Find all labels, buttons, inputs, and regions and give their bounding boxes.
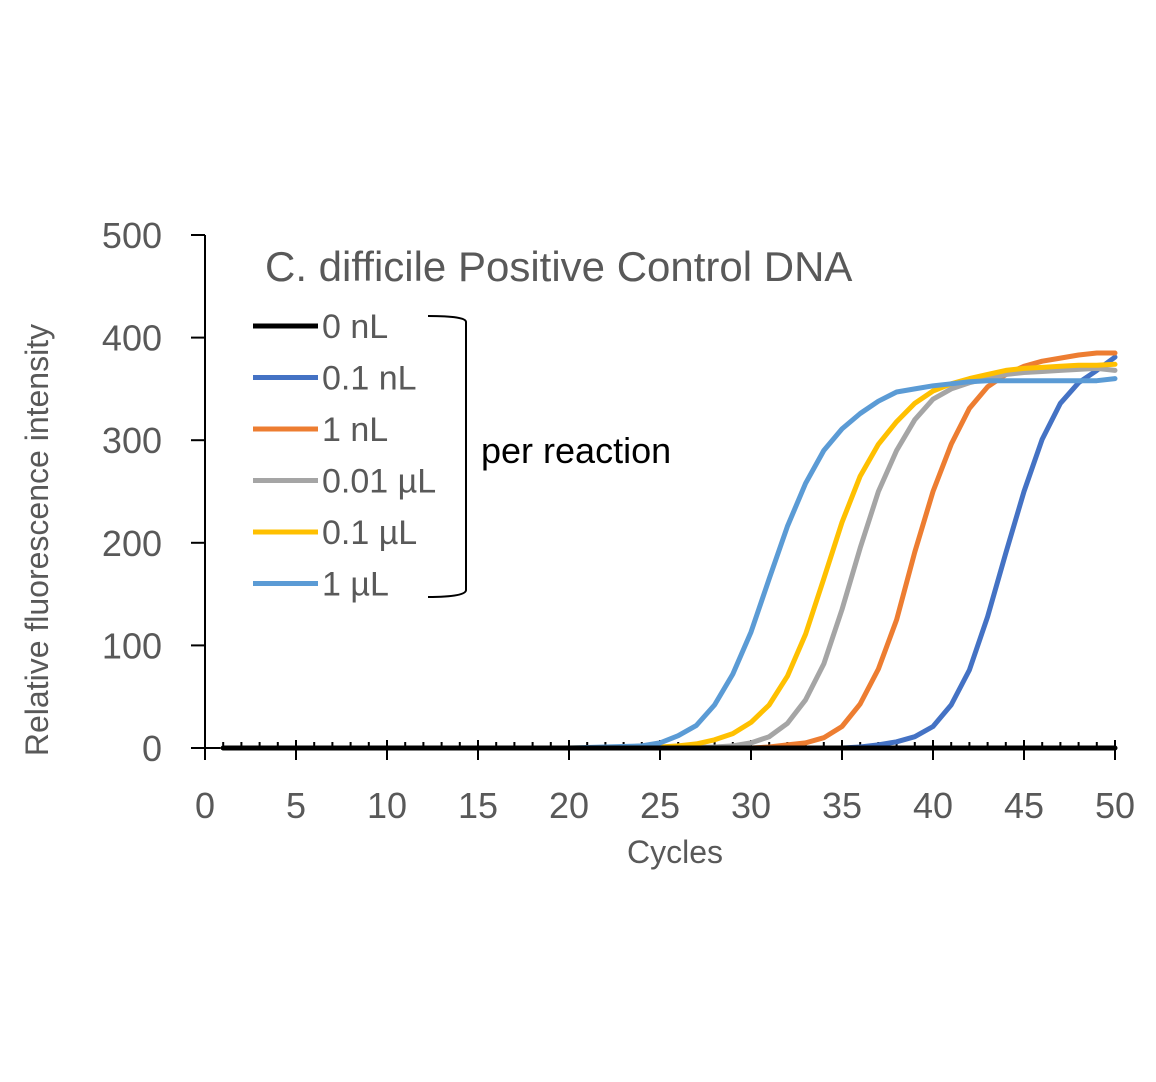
x-tick-label-30: 30 (731, 785, 771, 826)
x-axis-title: Cycles (627, 834, 723, 870)
x-tick-label-20: 20 (549, 785, 589, 826)
y-tick-label-400: 400 (102, 318, 162, 359)
series-layer (220, 350, 1118, 751)
y-tick-label-100: 100 (102, 625, 162, 666)
x-tick-label-5: 5 (286, 785, 306, 826)
x-tick-label-0: 0 (195, 785, 215, 826)
x-tick-label-15: 15 (458, 785, 498, 826)
y-tick-label-200: 200 (102, 523, 162, 564)
y-tick-label-500: 500 (102, 215, 162, 256)
x-tick-label-45: 45 (1004, 785, 1044, 826)
y-tick-label-0: 0 (142, 728, 162, 769)
legend-label-1: 0.1 nL (322, 360, 417, 398)
legend-label-0: 0 nL (322, 308, 388, 346)
legend-label-4: 0.1 µL (322, 514, 417, 552)
per-reaction-annotation: per reaction (481, 430, 671, 471)
x-tick-label-25: 25 (640, 785, 680, 826)
legend-label-5: 1 µL (322, 566, 389, 604)
axes-layer: 0 100 200 300 400 500 0 5 10 15 20 25 30 35 40 45 50 (102, 215, 1135, 826)
chart-title: C. difficile Positive Control DNA (265, 243, 852, 290)
legend: 0 nL 0.1 nL 1 nL 0.01 µL 0.1 µL 1 µL (253, 308, 436, 604)
x-tick-label-10: 10 (367, 785, 407, 826)
x-tick-label-40: 40 (913, 785, 953, 826)
legend-label-3: 0.01 µL (322, 463, 436, 501)
y-axis-title: Relative fluorescence intensity (19, 324, 55, 756)
legend-bracket (427, 315, 467, 598)
legend-label-2: 1 nL (322, 411, 388, 449)
series-line-5 (220, 376, 1118, 751)
y-tick-label-300: 300 (102, 420, 162, 461)
x-tick-label-35: 35 (822, 785, 862, 826)
x-tick-label-50: 50 (1095, 785, 1135, 826)
